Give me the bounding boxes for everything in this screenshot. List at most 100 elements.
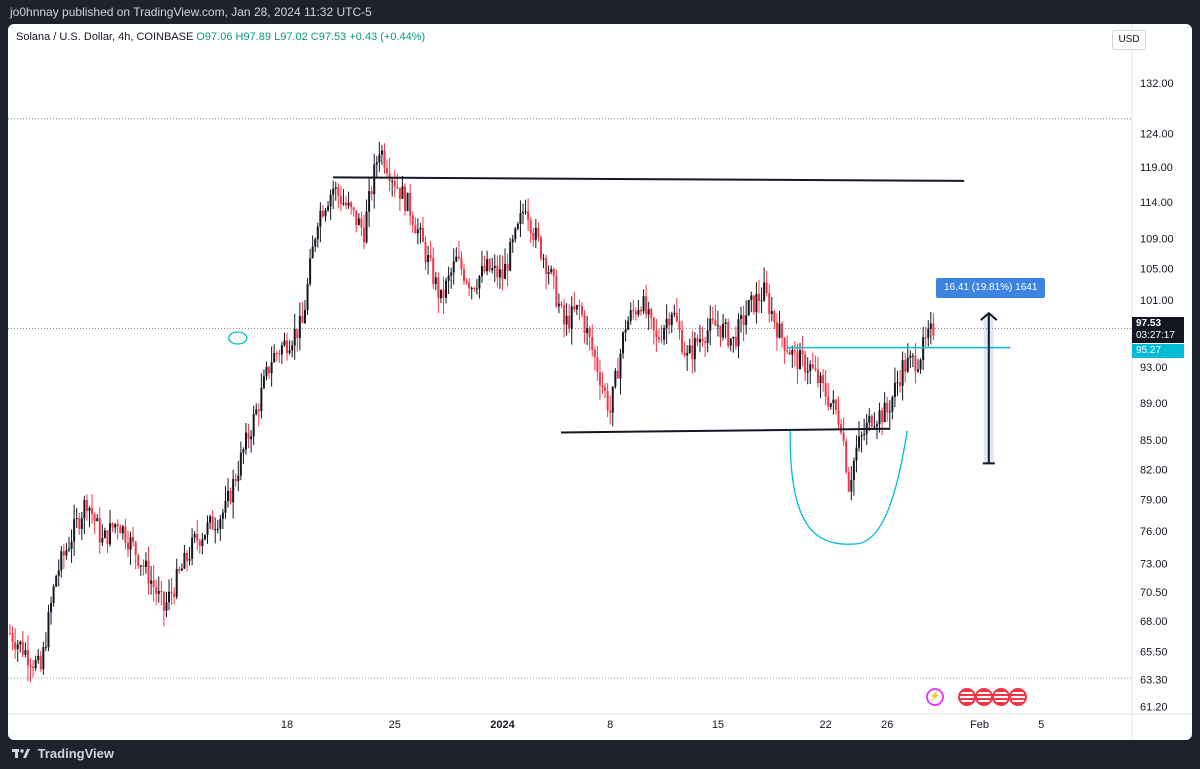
- candle-body: [870, 415, 873, 427]
- candle-body: [80, 518, 83, 529]
- candle-body: [288, 350, 291, 354]
- chart-frame[interactable]: 132.00 124.00 119.00 114.00 109.00 105.00 101.…: [8, 24, 1192, 740]
- candle-body: [860, 435, 863, 437]
- candle-body: [893, 382, 896, 398]
- candle-body: [752, 295, 755, 313]
- symbol-title[interactable]: Solana / U.S. Dollar, 4h, COINBASE: [16, 31, 194, 43]
- candle-body: [29, 665, 32, 667]
- candle-body: [329, 194, 332, 207]
- trend-line-support[interactable]: [560, 427, 891, 434]
- candle-body: [368, 191, 371, 212]
- candle-body: [704, 341, 707, 343]
- chart-canvas[interactable]: 132.00 124.00 119.00 114.00 109.00 105.00 101.…: [8, 24, 1192, 740]
- trend-line-resistance[interactable]: [333, 176, 965, 182]
- candle-body: [639, 309, 642, 312]
- candle-body: [619, 353, 622, 379]
- candle-body: [642, 296, 645, 312]
- candle-body: [714, 320, 717, 326]
- price-tick-label: 82.00: [1140, 464, 1168, 476]
- currency-button[interactable]: USD: [1112, 30, 1146, 50]
- candle-body: [511, 239, 514, 243]
- ohlc-open: O97.06: [196, 31, 233, 43]
- candle-body: [493, 265, 496, 269]
- candle-body: [627, 320, 630, 330]
- candle-body: [683, 352, 686, 356]
- candle-body: [211, 516, 214, 530]
- candle-body: [411, 215, 414, 226]
- candle-body: [745, 315, 748, 325]
- candle-body: [542, 258, 545, 260]
- candle-body: [534, 227, 537, 240]
- candle-body: [203, 534, 206, 540]
- candle-body: [478, 276, 481, 289]
- candle-body: [380, 150, 383, 155]
- candle-body: [822, 375, 825, 384]
- candle-body: [339, 195, 342, 205]
- candle-body: [232, 479, 235, 503]
- candle-body: [439, 289, 442, 299]
- candle-body: [191, 537, 194, 559]
- publish-info: jo0hnnay published on TradingView.com, J…: [10, 5, 372, 19]
- candle-body: [157, 590, 160, 594]
- candle-body: [693, 338, 696, 360]
- candle-body: [119, 526, 122, 534]
- candle-body: [52, 586, 55, 604]
- candle-body: [475, 288, 478, 290]
- marker-ellipse[interactable]: [228, 331, 248, 345]
- us-flag-icon[interactable]: [958, 688, 976, 706]
- tradingview-logo-icon: [12, 741, 30, 769]
- candle-body: [650, 309, 653, 318]
- candle-body: [522, 212, 524, 214]
- candle-body: [573, 306, 576, 310]
- candle-body: [609, 410, 612, 413]
- current-price: 97.53: [1136, 318, 1162, 329]
- ohlc-close: C97.53: [310, 31, 347, 43]
- candle-body: [386, 167, 389, 174]
- candle-body: [611, 386, 614, 413]
- candle-body: [878, 410, 881, 425]
- candle-body: [663, 328, 666, 340]
- candle-body: [347, 202, 350, 206]
- lightning-icon[interactable]: ⚡: [926, 688, 944, 706]
- candle-body: [78, 518, 81, 529]
- candle-body: [19, 641, 22, 645]
- measure-label[interactable]: 16.41 (19.81%) 1641: [936, 278, 1046, 298]
- candle-body: [888, 411, 891, 413]
- cup-pattern-curve[interactable]: [789, 430, 908, 545]
- candle-body: [283, 340, 286, 346]
- candle-body: [791, 349, 794, 355]
- us-flag-icon[interactable]: [992, 688, 1010, 706]
- candle-body: [83, 500, 86, 519]
- candle-body: [424, 241, 427, 263]
- candle-body: [103, 530, 106, 538]
- candle-body: [480, 265, 483, 277]
- candle-body: [827, 396, 830, 407]
- candle-body: [506, 263, 509, 271]
- candle-body: [178, 569, 181, 571]
- candle-body: [306, 283, 309, 311]
- candle-body: [855, 447, 858, 461]
- candle-body: [593, 349, 596, 357]
- measure-arrowhead[interactable]: [980, 311, 998, 321]
- candle-body: [570, 306, 573, 329]
- candle-body: [224, 500, 227, 513]
- candle-body: [121, 526, 124, 534]
- candle-body: [491, 268, 494, 271]
- us-flag-icon[interactable]: [1009, 688, 1027, 706]
- candle-body: [234, 479, 237, 482]
- candle-body: [406, 192, 409, 211]
- candle-body: [563, 305, 566, 325]
- candle-body: [227, 490, 230, 501]
- candle-body: [532, 232, 535, 240]
- candle-body: [614, 370, 617, 387]
- candle-body: [755, 293, 758, 313]
- candle-body: [404, 186, 407, 211]
- candle-body: [673, 312, 676, 315]
- candle-body: [483, 265, 486, 272]
- candle-body: [601, 385, 604, 388]
- price-tick-label: 101.00: [1140, 295, 1174, 307]
- candle-body: [845, 441, 848, 472]
- candle-body: [816, 369, 819, 384]
- candle-body: [93, 514, 96, 522]
- us-flag-icon[interactable]: [975, 688, 993, 706]
